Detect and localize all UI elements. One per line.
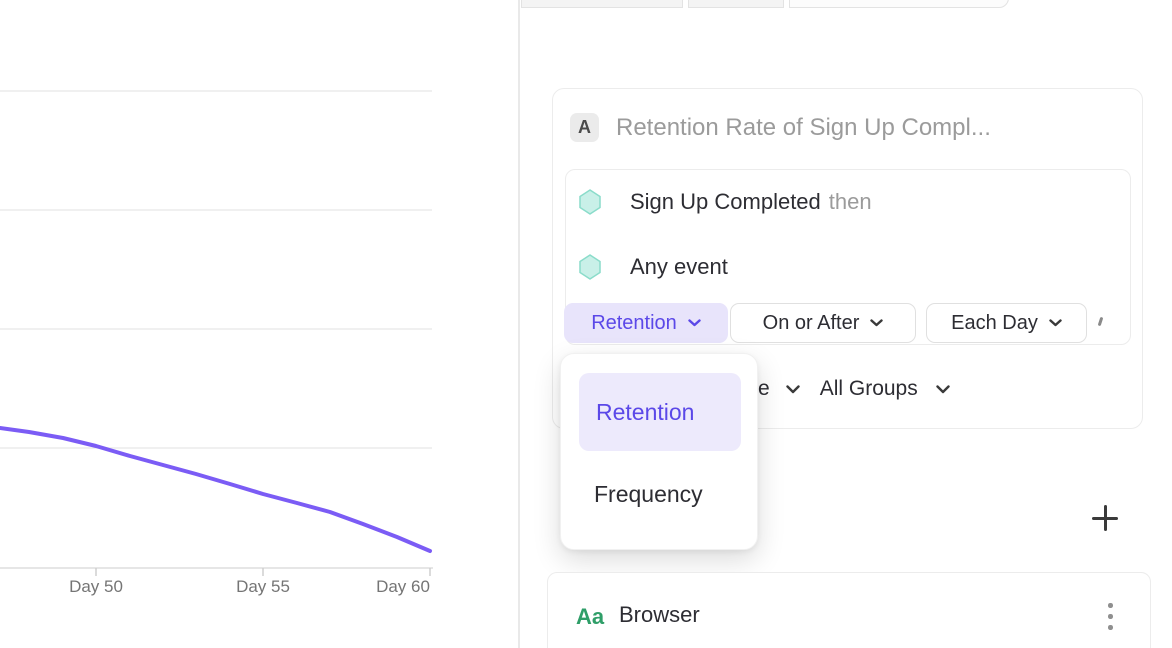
metric-title-input[interactable]: Retention Rate of Sign Up Compl...	[616, 114, 991, 141]
text-property-icon: Aa	[576, 604, 605, 629]
chevron-down-icon	[870, 319, 884, 327]
hexagon-event-icon	[579, 254, 601, 280]
event-row-first[interactable]: Sign Up Completed then	[578, 189, 872, 215]
obscured-label-fragment: e	[758, 377, 770, 400]
measure-dropdown-button[interactable]: Retention	[564, 303, 728, 343]
hexagon-event-icon	[579, 189, 601, 215]
groups-row: e All Groups	[758, 377, 950, 401]
event-suffix-then: then	[828, 189, 872, 214]
measure-label: Retention	[591, 311, 677, 334]
svg-text:Day 60: Day 60	[376, 577, 430, 596]
criteria-label: On or After	[762, 311, 860, 334]
clipped-toolbar-button-2[interactable]	[688, 0, 784, 8]
svg-text:Day 55: Day 55	[236, 577, 290, 596]
interval-label: Each Day	[951, 311, 1038, 334]
chevron-down-icon[interactable]	[936, 384, 950, 394]
retention-line-chart: Day 50 Day 55 Day 60	[0, 90, 433, 596]
interval-dropdown-button[interactable]: Each Day	[926, 303, 1087, 343]
metric-badge-a: A	[570, 113, 599, 142]
plus-icon[interactable]	[1092, 505, 1118, 531]
clipped-toolbar-button-3[interactable]	[789, 0, 1009, 8]
criteria-dropdown-button[interactable]: On or After	[730, 303, 916, 343]
event-name: Any event	[630, 254, 728, 279]
event-name: Sign Up Completed	[630, 189, 821, 214]
dropdown-item-retention[interactable]: Retention	[579, 373, 741, 451]
dropdown-item-frequency[interactable]: Frequency	[594, 481, 703, 507]
panel-divider	[518, 0, 520, 648]
chevron-down-icon[interactable]	[785, 384, 800, 394]
chevron-down-icon	[688, 319, 701, 327]
breakdown-property-label: Browser	[619, 602, 700, 627]
svg-text:Day 50: Day 50	[69, 577, 123, 596]
measure-dropdown-menu: Retention Frequency	[560, 353, 758, 550]
breakdown-card: Aa Browser	[547, 572, 1151, 648]
chevron-down-icon	[1049, 319, 1062, 327]
kebab-menu-icon[interactable]	[1101, 602, 1119, 634]
clipped-toolbar-button-1[interactable]	[521, 0, 683, 8]
group-selector-label[interactable]: All Groups	[819, 377, 918, 400]
event-row-returning[interactable]: Any event	[578, 254, 728, 280]
